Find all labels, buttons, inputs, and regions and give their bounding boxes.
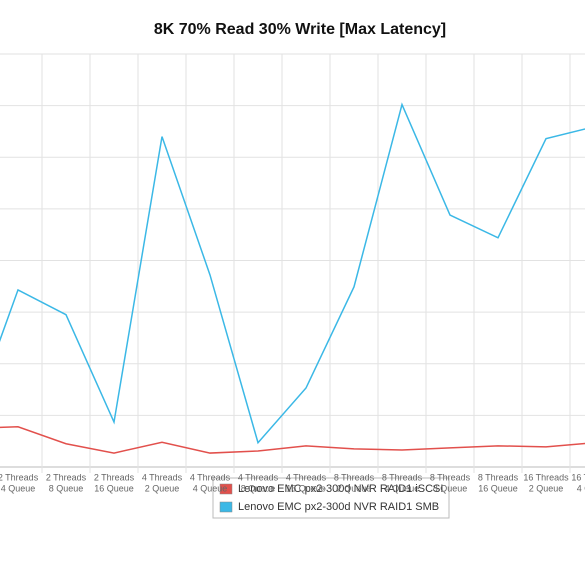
x-tick-label: 8 Queue bbox=[49, 483, 84, 493]
x-tick-label: 4 Queue bbox=[1, 483, 36, 493]
x-tick-label: 16 Threads bbox=[571, 472, 585, 482]
x-tick-label: 4 Threads bbox=[286, 472, 327, 482]
x-tick-label: 2 Queue bbox=[145, 483, 180, 493]
x-tick-label: 16 Queue bbox=[94, 483, 134, 493]
x-tick-label: 2 Queue bbox=[529, 483, 564, 493]
legend-swatch bbox=[219, 501, 233, 513]
x-tick-label: 16 Queue bbox=[478, 483, 518, 493]
x-tick-label: 2 Threads bbox=[46, 472, 87, 482]
x-tick-label: 4 Threads bbox=[190, 472, 231, 482]
x-tick-label: 8 Threads bbox=[478, 472, 519, 482]
x-tick-label: 4 Threads bbox=[142, 472, 183, 482]
legend-swatch bbox=[219, 483, 233, 495]
legend: Lenovo EMC px2-300d NVR RAID1 iSCSI Lenov… bbox=[212, 477, 450, 519]
series-line bbox=[0, 102, 585, 445]
x-tick-label: 4 Queue bbox=[193, 483, 228, 493]
chart-title: 8K 70% Read 30% Write [Max Latency] bbox=[154, 21, 446, 38]
series-line bbox=[0, 425, 585, 454]
x-tick-label: 2 Threads bbox=[0, 472, 39, 482]
x-tick-label: 16 Queue bbox=[286, 483, 326, 493]
x-tick-label: 8 Queue bbox=[433, 483, 468, 493]
legend-box bbox=[212, 477, 450, 519]
x-tick-label: 2 Threads bbox=[94, 472, 135, 482]
x-tick-label: 8 Threads bbox=[382, 472, 423, 482]
x-tick-label: 4 Queue bbox=[385, 483, 420, 493]
x-tick-label: 4 Threads bbox=[238, 472, 279, 482]
legend-text: Lenovo EMC px2-300d NVR RAID1 SMB bbox=[238, 501, 439, 513]
x-tick-label: 16 Threads bbox=[523, 472, 569, 482]
x-tick-label: 4 Queue bbox=[577, 483, 585, 493]
x-tick-label: 8 Threads bbox=[430, 472, 471, 482]
legend-text: Lenovo EMC px2-300d NVR RAID1 iSCSI bbox=[238, 483, 443, 495]
x-tick-label: 8 Queue bbox=[241, 483, 276, 493]
x-tick-label: 8 Threads bbox=[334, 472, 375, 482]
x-tick-label: 2 Queue bbox=[337, 483, 372, 493]
